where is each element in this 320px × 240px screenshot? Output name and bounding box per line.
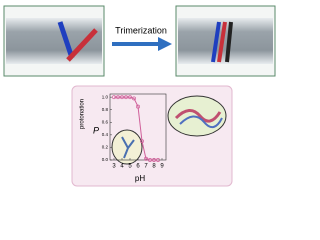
point [132,96,136,101]
molecule [174,109,222,123]
x-tick-label: 4 [120,164,124,170]
y-tick-label: 1.0 [102,94,109,99]
point [136,104,140,109]
x-tick-label: 5 [128,164,132,170]
point [140,139,144,144]
y-tick-label: 0.0 [102,157,109,162]
x-tick-label: 9 [160,164,164,170]
y-tick-label: 0.4 [102,132,109,137]
point [152,158,156,162]
point [116,95,120,100]
x-label: pH [135,174,145,183]
y-label-sub: protonation [80,99,86,129]
x-tick-label: 8 [152,164,156,170]
point [124,95,128,100]
point [128,95,132,100]
series-line [114,96,158,161]
y-tick-label: 0.6 [102,119,109,124]
x-tick-label: 3 [112,164,116,170]
point [120,95,124,100]
point [156,158,160,162]
y-label: P [93,125,99,135]
point [144,156,148,161]
point [148,158,152,162]
arrow [112,37,172,51]
molecule [179,115,223,129]
x-tick-label: 6 [136,164,140,170]
y-tick-label: 0.2 [102,145,109,150]
membrane-right [175,5,276,77]
figure: Trimerization P protonation pH 0.0 0.2 0.4… [3,5,276,187]
membrane-left [3,5,105,77]
point [112,95,116,100]
y-tick-label: 0.8 [102,107,109,112]
molecule [121,136,135,159]
annotation: Trimerization [115,25,167,35]
x-tick-label: 7 [144,164,148,170]
